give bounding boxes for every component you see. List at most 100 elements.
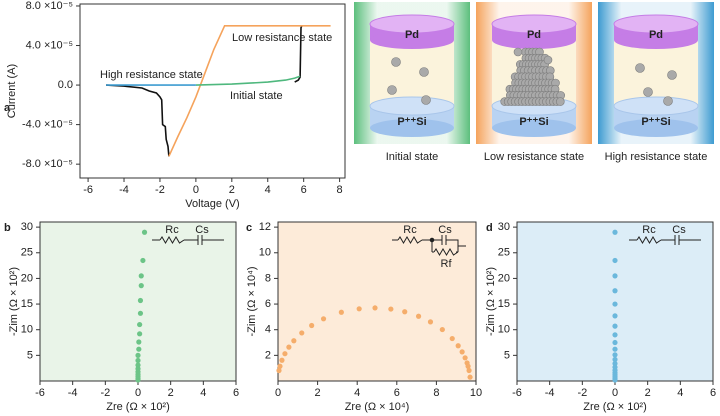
x-tick-label: -4 <box>545 387 555 399</box>
electrode-bottom <box>614 31 698 49</box>
electrode-bottom <box>370 31 454 49</box>
electrode-label: Pd <box>405 29 419 41</box>
resistor <box>636 236 662 244</box>
data-point <box>612 229 618 235</box>
data-point <box>612 288 618 294</box>
substrate-bottom <box>492 119 576 137</box>
y-tick-label: 12 <box>259 221 271 233</box>
x-tick-label: 0 <box>135 387 141 399</box>
x-tick-label: 4 <box>354 387 360 399</box>
data-point <box>612 332 618 338</box>
data-point <box>612 323 618 329</box>
y-tick-label: 0.0 <box>58 79 73 91</box>
x-tick-label: 0 <box>612 387 618 399</box>
data-point <box>612 346 618 352</box>
y-tick-label: 25 <box>21 247 33 259</box>
circuit-label: Cs <box>438 224 452 236</box>
y-tick-label: 5 <box>504 349 510 361</box>
electrode-label: Pd <box>649 29 663 41</box>
y-tick-label: -4.0 ×10⁻⁵ <box>22 119 73 131</box>
plot-background <box>278 222 476 381</box>
metal-atom <box>543 55 553 65</box>
y-tick-label: 25 <box>498 247 510 259</box>
x-tick-label: 2 <box>315 387 321 399</box>
data-point <box>137 321 143 328</box>
substrate-label: P⁺⁺Si <box>397 116 426 128</box>
circuit-wire <box>661 235 701 245</box>
series-line <box>168 25 331 157</box>
data-point <box>612 273 618 279</box>
circuit-label: Rc <box>403 224 417 236</box>
panel-label: c <box>246 222 252 234</box>
state-caption: Low resistance state <box>484 151 584 163</box>
y-tick-label: 10 <box>498 324 510 336</box>
substrate-bottom <box>614 119 698 137</box>
x-tick-label: 4 <box>677 387 683 399</box>
x-axis-title: Zre (Ω × 10²) <box>106 401 170 413</box>
x-axis-title: Zre (Ω × 10⁴) <box>345 401 410 413</box>
data-point <box>320 316 327 322</box>
data-point <box>612 301 618 307</box>
y-axis-title: Current (A) <box>6 64 18 118</box>
state-caption: Initial state <box>386 151 439 163</box>
data-point <box>136 346 142 352</box>
x-tick-label: 6 <box>301 184 307 196</box>
electrode-top <box>369 14 455 34</box>
data-point <box>612 352 618 358</box>
y-tick-label: -8.0 ×10⁻⁵ <box>22 158 73 170</box>
substrate-label: P⁺⁺Si <box>641 116 670 128</box>
x-tick-label: 2 <box>229 184 235 196</box>
data-point <box>455 343 461 349</box>
data-point <box>427 319 434 325</box>
metal-atom <box>555 97 565 106</box>
data-point <box>439 326 445 333</box>
y-tick-label: 20 <box>21 272 33 284</box>
data-point <box>402 309 408 315</box>
circuit-label: Rc <box>165 224 179 236</box>
data-point <box>277 363 283 369</box>
resistor <box>433 248 459 256</box>
metal-atom <box>667 70 677 80</box>
data-point <box>459 349 465 355</box>
circuit <box>152 235 224 245</box>
x-tick-label: -4 <box>68 387 78 399</box>
x-tick-label: -2 <box>577 387 587 399</box>
metal-atom <box>663 96 673 106</box>
x-tick-label: 6 <box>710 387 716 399</box>
data-point <box>279 357 285 363</box>
electrode-label: Pd <box>527 29 541 41</box>
panel-label: a <box>4 102 11 114</box>
data-point <box>612 360 618 367</box>
electrode-bottom <box>492 31 576 49</box>
x-axis-title: Zre (Ω × 10²) <box>583 401 647 413</box>
series-label: Low resistance state <box>232 32 332 44</box>
data-point <box>415 313 422 319</box>
series-label: Initial state <box>230 90 283 102</box>
panel-label: d <box>486 222 493 234</box>
data-point <box>137 297 144 304</box>
y-tick-label: 30 <box>21 221 33 233</box>
data-point <box>135 362 141 368</box>
circuit-wire <box>422 235 466 253</box>
y-tick-label: 4.0 ×10⁻⁵ <box>26 39 73 51</box>
data-point <box>141 229 148 235</box>
data-point <box>299 330 305 336</box>
x-tick-label: -6 <box>83 184 93 196</box>
electrode-top <box>613 14 699 34</box>
data-point <box>286 344 292 350</box>
metal-atom <box>421 95 431 105</box>
data-point <box>135 352 141 358</box>
x-tick-label: -6 <box>512 387 522 399</box>
x-tick-label: 8 <box>433 387 439 399</box>
plot-frame <box>277 221 477 382</box>
x-tick-label: 4 <box>265 184 271 196</box>
circuit <box>392 235 466 256</box>
data-point <box>612 339 618 346</box>
data-point <box>338 309 344 315</box>
data-point <box>612 356 618 363</box>
series-line <box>195 75 301 86</box>
x-tick-label: 0 <box>193 184 199 196</box>
x-axis-title: Voltage (V) <box>185 198 239 210</box>
data-point <box>136 339 142 345</box>
resistor <box>159 236 185 244</box>
